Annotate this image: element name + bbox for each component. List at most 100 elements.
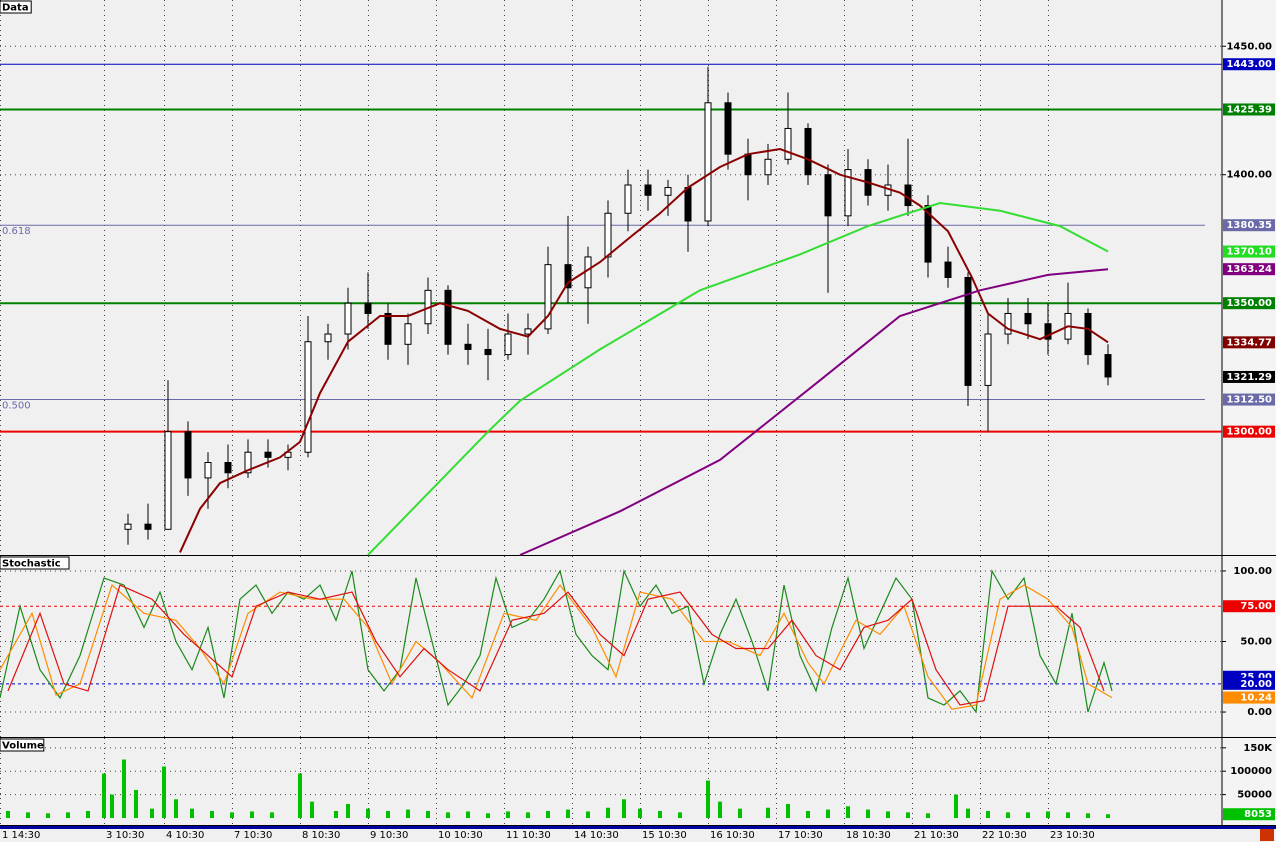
y-tick-label: 150K bbox=[1243, 743, 1273, 754]
x-tick-label: 15 10:30 bbox=[642, 830, 687, 841]
candle-body bbox=[464, 343, 472, 350]
volume-bar bbox=[546, 810, 550, 818]
volume-bar bbox=[886, 811, 890, 818]
volume-bar bbox=[706, 780, 710, 818]
level-label: 20.00 bbox=[1240, 679, 1272, 690]
level-label-box bbox=[1223, 600, 1275, 613]
candle-body bbox=[964, 277, 972, 386]
volume-bar bbox=[298, 773, 302, 818]
volume-bar bbox=[1066, 812, 1070, 818]
volume-bar bbox=[586, 811, 590, 818]
level-label-box bbox=[1223, 808, 1275, 821]
candle-body bbox=[1084, 312, 1092, 356]
candle-body bbox=[144, 523, 152, 530]
volume-bar bbox=[110, 794, 114, 818]
y-tick-label: 100.00 bbox=[1233, 566, 1272, 577]
panel-title: Stochastic bbox=[2, 559, 61, 570]
panel-title: Data bbox=[2, 3, 29, 14]
x-tick-label: 21 10:30 bbox=[914, 830, 959, 841]
series-line bbox=[179, 147, 1109, 553]
x-tick-label: 22 10:30 bbox=[982, 830, 1027, 841]
x-tick-label: 7 10:30 bbox=[234, 830, 272, 841]
candle-body bbox=[704, 102, 712, 222]
series-line bbox=[7, 584, 1105, 706]
volume-bar bbox=[566, 809, 570, 818]
volume-bar bbox=[622, 799, 626, 818]
candle-body bbox=[264, 451, 272, 458]
candle-body bbox=[744, 153, 752, 176]
x-tick-label: 23 10:30 bbox=[1050, 830, 1095, 841]
level-label-box bbox=[1223, 263, 1275, 276]
candle-body bbox=[384, 312, 392, 345]
volume-bar bbox=[638, 808, 642, 818]
volume-bar bbox=[906, 812, 910, 818]
candle-body bbox=[824, 174, 832, 217]
x-tick-label: 14 10:30 bbox=[574, 830, 619, 841]
candle-body bbox=[204, 462, 212, 479]
volume-bar bbox=[1086, 813, 1090, 818]
volume-bar bbox=[210, 810, 214, 818]
candle-body bbox=[304, 341, 312, 453]
candle-body bbox=[524, 328, 532, 335]
candle-body bbox=[844, 169, 852, 217]
series-line bbox=[367, 201, 1109, 556]
volume-bar bbox=[718, 801, 722, 818]
volume-bar bbox=[102, 773, 106, 818]
volume-bar bbox=[846, 806, 850, 818]
candle-body bbox=[344, 302, 352, 335]
level-label-box bbox=[1223, 103, 1275, 116]
level-label: 1300.00 bbox=[1226, 427, 1272, 438]
volume-bar bbox=[334, 810, 338, 818]
candle-body bbox=[684, 187, 692, 222]
level-label-box bbox=[1223, 425, 1275, 438]
level-label: 1312.50 bbox=[1226, 395, 1272, 406]
volume-bar bbox=[1026, 812, 1030, 818]
volume-bar bbox=[678, 812, 682, 818]
x-tick-label: 8 10:30 bbox=[302, 830, 340, 841]
candle-body bbox=[164, 431, 172, 530]
candle-body bbox=[1004, 312, 1012, 335]
scroll-button[interactable] bbox=[1260, 829, 1274, 841]
candle-body bbox=[124, 523, 132, 530]
fib-label: 0.500 bbox=[2, 401, 31, 412]
level-label-box bbox=[1223, 336, 1275, 349]
candle-body bbox=[984, 333, 992, 386]
volume-bar bbox=[786, 803, 790, 818]
level-label-box bbox=[1223, 393, 1275, 406]
level-label: 1363.24 bbox=[1226, 264, 1272, 275]
volume-bar bbox=[406, 809, 410, 818]
candle-body bbox=[664, 187, 672, 196]
y-tick-label: 0.00 bbox=[1247, 707, 1272, 718]
session-strip bbox=[0, 826, 1276, 829]
series-line bbox=[519, 268, 1109, 556]
volume-bar bbox=[426, 810, 430, 818]
x-tick-label: 4 10:30 bbox=[166, 830, 204, 841]
volume-bar bbox=[766, 807, 770, 818]
volume-bar bbox=[250, 811, 254, 818]
level-label: 1380.35 bbox=[1226, 220, 1272, 231]
volume-bar bbox=[386, 810, 390, 818]
y-tick-label: 100000 bbox=[1230, 766, 1272, 777]
x-tick-label: 11 10:30 bbox=[506, 830, 551, 841]
candle-body bbox=[504, 333, 512, 356]
level-label: 1321.29 bbox=[1226, 372, 1272, 383]
level-label-box bbox=[1223, 245, 1275, 258]
y-tick-label: 50000 bbox=[1237, 790, 1272, 801]
candle-body bbox=[764, 158, 772, 176]
volume-bar bbox=[526, 812, 530, 818]
volume-bar bbox=[466, 811, 470, 818]
candle-body bbox=[1044, 323, 1052, 340]
candle-body bbox=[904, 184, 912, 207]
x-tick-label: 18 10:30 bbox=[846, 830, 891, 841]
candle-body bbox=[364, 302, 372, 314]
volume-bar bbox=[606, 807, 610, 818]
candle-body bbox=[584, 256, 592, 289]
candle-body bbox=[944, 261, 952, 279]
volume-bar bbox=[506, 811, 510, 818]
volume-bar bbox=[366, 808, 370, 818]
level-label: 25.00 bbox=[1240, 672, 1272, 683]
candle-body bbox=[804, 127, 812, 176]
